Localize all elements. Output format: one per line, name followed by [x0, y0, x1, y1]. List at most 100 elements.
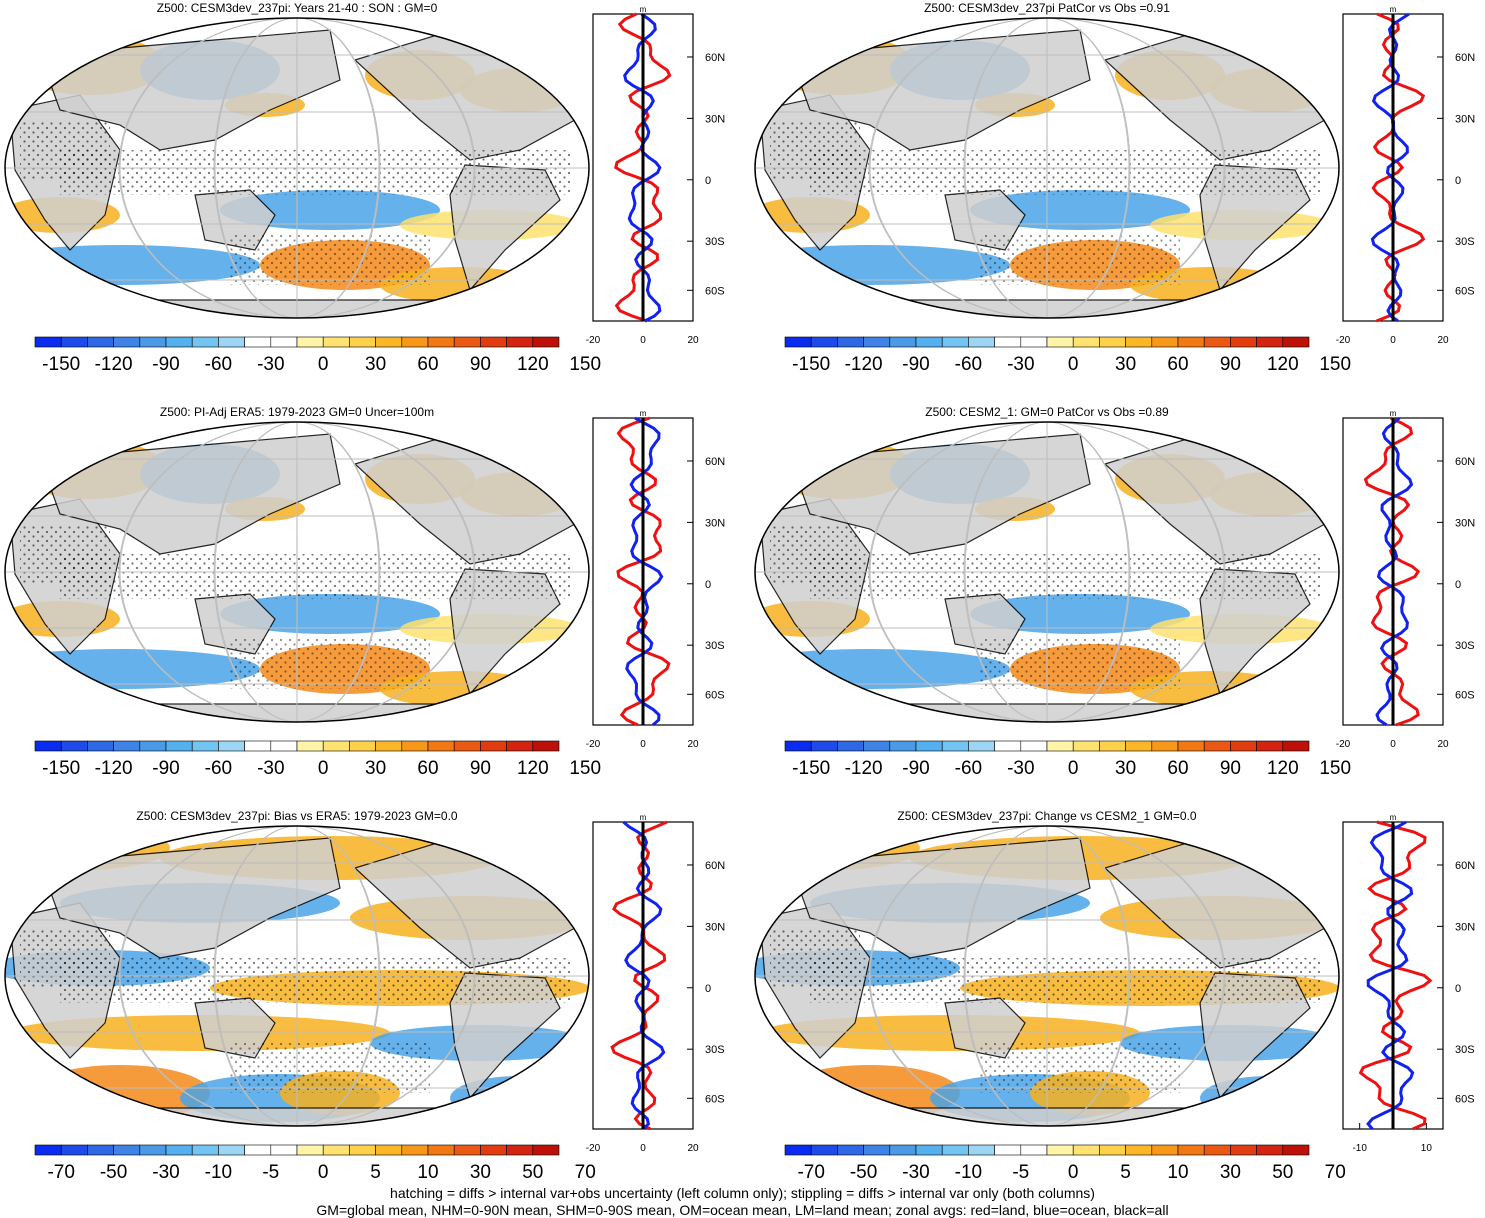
colorbar-swatch [454, 741, 480, 751]
colorbar-swatch [192, 741, 218, 751]
panel-title: Z500: PI-Adj ERA5: 1979-2023 GM=0 Uncer=… [160, 405, 434, 419]
land-antarctica [60, 300, 540, 325]
colorbar-swatch [87, 337, 113, 347]
panel-title: Z500: CESM3dev_237pi PatCor vs Obs =0.91 [924, 1, 1170, 15]
colorbar-tick-label: 60 [1167, 354, 1188, 375]
colorbar-swatch [402, 741, 428, 751]
colorbar-tick-label: 50 [522, 1162, 543, 1183]
latitude-label: 30N [705, 113, 725, 125]
latitude-label: 60S [1455, 689, 1475, 701]
panel-title: Z500: CESM3dev_237pi: Change vs CESM2_1 … [897, 809, 1196, 823]
colorbar-swatch [349, 741, 375, 751]
colorbar-tick-label: 10 [1167, 1162, 1188, 1183]
colorbar-tick-label: 30 [365, 354, 386, 375]
profile-tick-label: 0 [640, 1143, 646, 1154]
profile-tick-label: 0 [1390, 335, 1396, 346]
colorbar-swatch [428, 337, 454, 347]
colorbar-swatch [1126, 337, 1152, 347]
colorbar-swatch [297, 1145, 323, 1155]
colorbar-tick-label: 0 [318, 354, 329, 375]
colorbar-swatch [35, 1145, 61, 1155]
map-area [0, 808, 600, 1138]
colorbar-swatch [192, 337, 218, 347]
colorbar-swatch [61, 1145, 87, 1155]
colorbar-swatch [297, 741, 323, 751]
colorbar-swatch [1178, 1145, 1204, 1155]
colorbar-swatch [1099, 1145, 1125, 1155]
colorbar-swatch [995, 1145, 1021, 1155]
colorbar-tick-label: -90 [152, 758, 179, 779]
colorbar-swatch [1230, 741, 1256, 751]
latitude-label: 60N [705, 52, 725, 64]
colorbar-swatch [271, 1145, 297, 1155]
latitude-label: 30N [705, 921, 725, 933]
stipple-tropics [810, 554, 1320, 599]
colorbar-swatch [454, 1145, 480, 1155]
colorbar-swatch [61, 741, 87, 751]
colorbar-swatch [811, 1145, 837, 1155]
latitude-label: 30S [705, 1044, 725, 1056]
colorbar-tick-label: -90 [152, 354, 179, 375]
colorbar-tick-label: -30 [152, 1162, 179, 1183]
map-area [0, 404, 600, 734]
latitude-label: 0 [705, 579, 711, 591]
colorbar-swatch [890, 337, 916, 347]
colorbar-swatch [1283, 337, 1309, 347]
colorbar-swatch [480, 1145, 506, 1155]
colorbar-swatch [507, 741, 533, 751]
colorbar-swatch [507, 337, 533, 347]
map-area [0, 0, 600, 330]
colorbar-swatch [323, 1145, 349, 1155]
profile-tick-label: 10 [1421, 1143, 1433, 1154]
colorbar-swatch [1073, 337, 1099, 347]
colorbar-swatch [87, 741, 113, 751]
colorbar-tick-label: 0 [318, 1162, 329, 1183]
colorbar-swatch [837, 337, 863, 347]
stipple-west [770, 928, 860, 988]
panel-p6: Z500: CESM3dev_237pi: Change vs CESM2_1 … [740, 808, 1475, 1183]
colorbar-swatch [916, 741, 942, 751]
colorbar-swatch [1204, 337, 1230, 347]
colorbar-tick-label: 120 [1267, 354, 1299, 375]
colorbar-tick-label: 30 [1115, 758, 1136, 779]
colorbar-swatch [890, 741, 916, 751]
colorbar-tick-label: 90 [1220, 354, 1241, 375]
latitude-label: 60N [1455, 860, 1475, 872]
stipple-west [20, 928, 110, 988]
stipple-south [230, 235, 430, 285]
colorbar-swatch [323, 741, 349, 751]
map-area [730, 0, 1350, 330]
colorbar-swatch [1257, 1145, 1283, 1155]
colorbar-tick-label: -60 [955, 758, 982, 779]
colorbar-tick-label: -5 [262, 1162, 279, 1183]
colorbar-swatch [349, 337, 375, 347]
panel-title: Z500: CESM2_1: GM=0 PatCor vs Obs =0.89 [925, 405, 1169, 419]
colorbar-tick-label: -50 [850, 1162, 877, 1183]
latitude-label: 60S [705, 1093, 725, 1105]
colorbar-swatch [1230, 1145, 1256, 1155]
profile-tick-label: -20 [586, 335, 601, 346]
colorbar-tick-label: -150 [792, 758, 830, 779]
latitude-label: 60N [1455, 52, 1475, 64]
latitude-label: 30N [705, 517, 725, 529]
colorbar-tick-label: 30 [1220, 1162, 1241, 1183]
land-antarctica [810, 1108, 1290, 1133]
profile-tick-label: -20 [586, 739, 601, 750]
colorbar-tick-label: 60 [417, 354, 438, 375]
profile-unit: m [640, 5, 647, 14]
latitude-label: 0 [705, 175, 711, 187]
colorbar-swatch [1178, 741, 1204, 751]
latitude-label: 60N [705, 456, 725, 468]
profile-tick-label: 0 [1390, 739, 1396, 750]
latitude-label: 30S [1455, 236, 1475, 248]
stipple-tropics [60, 150, 570, 195]
profile-tick-label: 20 [687, 335, 699, 346]
